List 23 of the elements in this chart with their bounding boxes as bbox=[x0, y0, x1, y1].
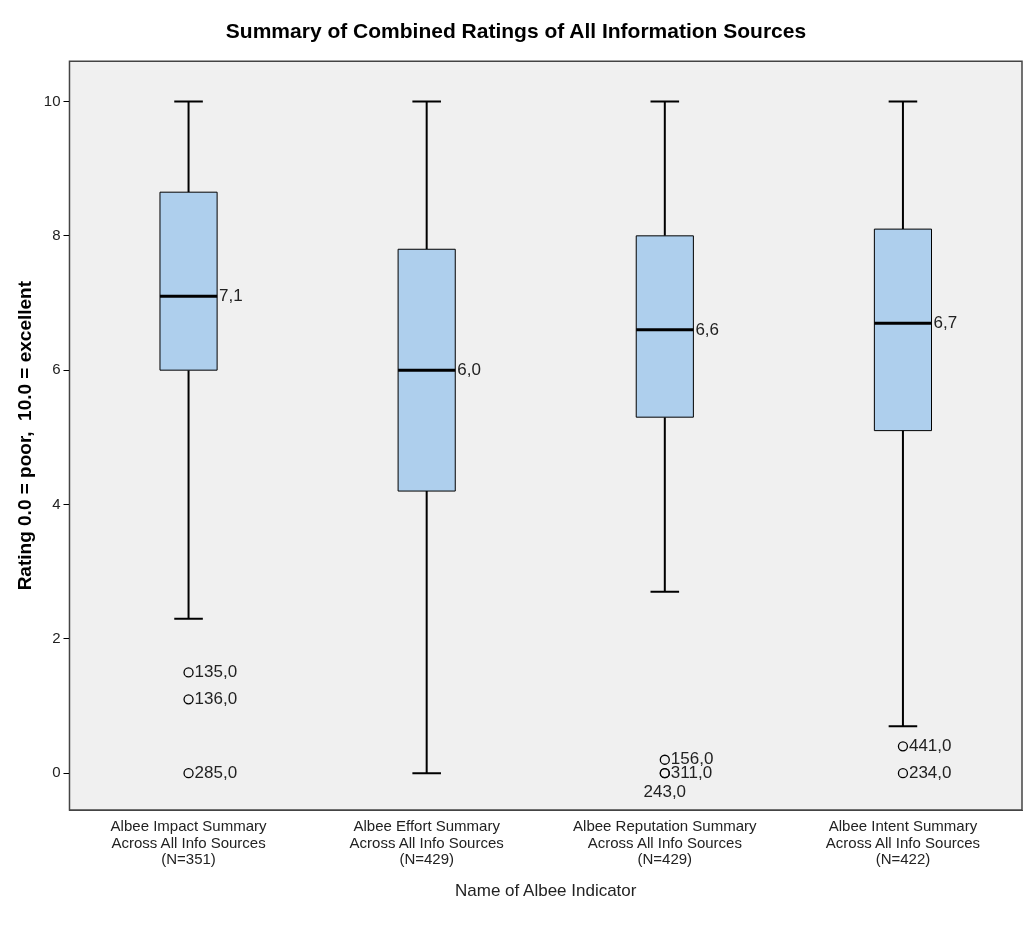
y-axis-title: Rating 0.0 = poor, 10.0 = excellent bbox=[13, 280, 35, 591]
y-tick-label: 4 bbox=[52, 494, 61, 512]
x-axis-title: Name of Albee Indicator bbox=[455, 881, 637, 901]
x-tick-label: Albee Reputation Summary Across All Info Sources (N=429) bbox=[573, 817, 758, 868]
annotation: 135,0 bbox=[194, 662, 238, 682]
y-tick-label: 2 bbox=[52, 628, 61, 646]
annotation: 234,0 bbox=[908, 762, 952, 782]
annotation: 6,6 bbox=[695, 319, 720, 339]
annotation: 136,0 bbox=[194, 688, 238, 708]
y-tick-label: 6 bbox=[52, 360, 61, 378]
annotation: 285,0 bbox=[194, 762, 238, 782]
annotation: 441,0 bbox=[908, 735, 952, 755]
x-tick-label: Albee Intent Summary Across All Info Sources (N=422) bbox=[825, 817, 981, 868]
chart-title: Summary of Combined Ratings of All Information Sources bbox=[225, 19, 807, 43]
y-tick-label: 0 bbox=[52, 763, 61, 781]
annotation: 243,0 bbox=[643, 781, 687, 801]
x-tick-label: Albee Effort Summary Across All Info Sources (N=429) bbox=[349, 817, 504, 868]
annotation: 6,7 bbox=[933, 312, 958, 332]
annotation: 7,1 bbox=[219, 285, 243, 305]
y-tick-label: 10 bbox=[43, 91, 61, 109]
annotation: 6,0 bbox=[457, 359, 481, 379]
y-tick-label: 8 bbox=[52, 225, 61, 243]
x-tick-label: Albee Impact Summary Across All Info Sources (N=351) bbox=[110, 817, 267, 868]
